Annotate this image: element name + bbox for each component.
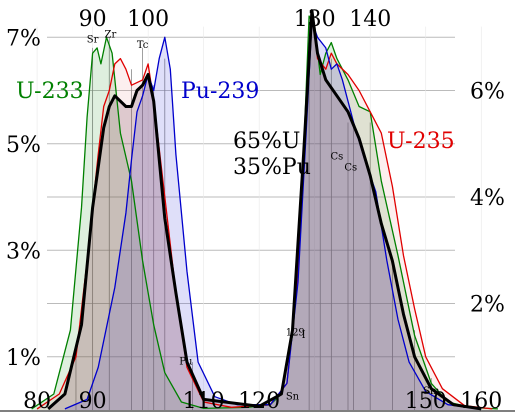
annotation-label: Sm [423,386,440,397]
annotation-label: Zr [105,29,117,40]
legend-u235: U-235 [387,129,455,154]
annotation-label: Sr [87,35,99,46]
isotope-markers [75,15,432,410]
y-tick-label-right: 2% [470,293,505,318]
y-tick-label-right: 6% [470,80,505,105]
series-lines [31,9,498,411]
annotation-label: 129 [286,327,305,338]
annotation-label: Tc [137,40,149,51]
x-tick-label-top: 100 [127,7,169,32]
annotation-label: I [302,330,306,341]
annotation-label: Cs [344,162,357,173]
x-tick-label-bottom: 120 [238,389,280,412]
annotation-label: Sn [286,391,300,402]
annotation-label: Pu [179,357,193,368]
legend-pu239: Pu-239 [181,79,259,104]
x-tick-label-top: 130 [294,7,336,32]
y-tick-label-left: 3% [6,239,41,264]
legend-mix-line1: 65%U [233,129,300,154]
x-tick-label-bottom: 150 [405,389,447,412]
x-tick-label-bottom: 160 [460,389,502,412]
y-tick-label-right: 4% [470,186,505,211]
y-tick-label-left: 1% [6,346,41,371]
y-tick-label-left: 7% [6,26,41,51]
series-area [64,21,482,411]
y-tick-label-left: 5% [6,133,41,158]
legend-u233: U-233 [16,79,84,104]
series-line [64,20,482,410]
series-area [31,16,498,410]
annotation-label: Cs [330,152,343,163]
series-line [31,15,498,410]
x-tick-label-top: 90 [79,7,107,32]
x-tick-label-bottom: 110 [183,389,225,412]
x-tick-label-bottom: 80 [23,389,51,412]
series-line [47,9,482,411]
tick-labels: 90 100 130 140 80 90 110 120 150 160 7% 5% 3% 1% 6% 4% 2… [6,7,505,412]
x-tick-label-bottom: 90 [79,389,107,412]
legend-mix-line2: 35%Pu [233,155,311,180]
x-tick-label-top: 140 [349,7,391,32]
mix-area [48,10,482,410]
